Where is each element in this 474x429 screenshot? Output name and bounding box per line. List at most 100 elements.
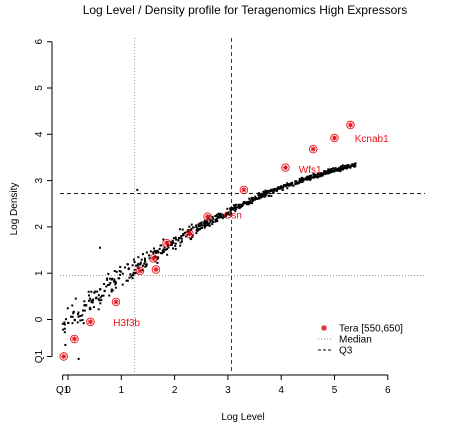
tera-point-ring [151, 265, 161, 274]
data-point [141, 269, 144, 271]
data-point [105, 285, 108, 288]
data-point [113, 278, 116, 281]
data-point [199, 222, 202, 225]
data-point [198, 225, 201, 227]
tera-point [135, 266, 145, 276]
data-point [172, 247, 174, 250]
x-tick-label: 6 [385, 385, 391, 396]
data-point [133, 268, 136, 271]
data-point [132, 258, 135, 261]
data-point [73, 319, 76, 322]
data-point [126, 279, 129, 282]
tera-point-ring [111, 297, 121, 307]
data-point [195, 224, 198, 227]
data-point [246, 201, 249, 204]
x-tick-label: 2 [172, 385, 178, 396]
data-point [219, 214, 222, 217]
data-point [289, 184, 292, 187]
tera-point [330, 133, 339, 143]
tera-point [346, 120, 355, 130]
data-point [166, 248, 169, 251]
data-point [114, 283, 117, 286]
data-point [257, 194, 260, 197]
data-point [270, 195, 273, 197]
data-point [142, 253, 144, 256]
data-point [267, 195, 270, 197]
data-point [136, 188, 139, 191]
legend-label: Q3 [339, 346, 353, 357]
tera-point-ring [149, 254, 158, 263]
data-point [106, 278, 109, 281]
point-label: Kcnab1 [355, 134, 389, 145]
data-point [178, 228, 181, 231]
tera-point [149, 254, 158, 263]
data-point [225, 211, 228, 214]
data-point [174, 244, 177, 247]
data-point [81, 319, 84, 321]
data-point [81, 314, 84, 317]
data-point [292, 184, 295, 187]
tera-point-stroke [153, 267, 159, 272]
data-point [72, 312, 75, 315]
data-point [263, 195, 266, 198]
data-point [88, 308, 91, 311]
data-point [83, 300, 86, 303]
data-point [319, 174, 322, 177]
y-tick-label: 5 [34, 85, 45, 91]
data-point [179, 236, 182, 239]
data-point [109, 281, 112, 284]
data-point [131, 277, 134, 280]
data-point [148, 254, 150, 257]
data-point [162, 248, 165, 251]
data-point [300, 176, 303, 179]
data-point [218, 213, 221, 215]
data-point [251, 200, 254, 203]
data-point [154, 250, 157, 253]
data-point [98, 246, 101, 249]
data-point [161, 251, 164, 254]
data-point [306, 178, 309, 181]
data-point [256, 197, 259, 200]
x-tick-label: 0 [65, 385, 71, 396]
tera-point-ring [162, 238, 171, 248]
data-point [92, 306, 95, 309]
data-point [157, 251, 160, 254]
data-point [217, 216, 220, 219]
data-point [203, 224, 206, 227]
data-point [88, 294, 90, 297]
tera-point-ring [239, 185, 249, 195]
y-tick-label: 6 [34, 38, 45, 44]
data-point [156, 249, 159, 252]
data-point [209, 220, 212, 223]
chart-title: Log Level / Density profile for Terageno… [83, 3, 408, 17]
data-point [181, 228, 184, 231]
data-point [336, 168, 338, 171]
data-point [286, 183, 289, 186]
data-point [196, 227, 199, 230]
y-tick-label: 2 [34, 224, 45, 230]
tera-point [59, 352, 68, 361]
tera-point [185, 229, 194, 239]
data-point [156, 261, 159, 264]
data-point [235, 203, 238, 206]
y-axis-label: Log Density [9, 183, 20, 236]
data-point [221, 217, 224, 220]
data-point [314, 174, 317, 177]
data-point [158, 247, 161, 250]
y-tick-label: 0 [34, 316, 45, 322]
data-point [326, 171, 329, 174]
data-point [77, 357, 80, 360]
data-point [239, 205, 242, 208]
data-point [282, 185, 285, 188]
data-point [67, 321, 70, 324]
data-point [334, 167, 337, 170]
data-point [155, 256, 158, 259]
data-point [115, 282, 117, 285]
data-point [313, 174, 316, 177]
data-point [270, 188, 273, 191]
data-point [97, 298, 100, 301]
data-point [174, 247, 177, 250]
data-point [341, 164, 344, 167]
data-point [321, 173, 324, 175]
